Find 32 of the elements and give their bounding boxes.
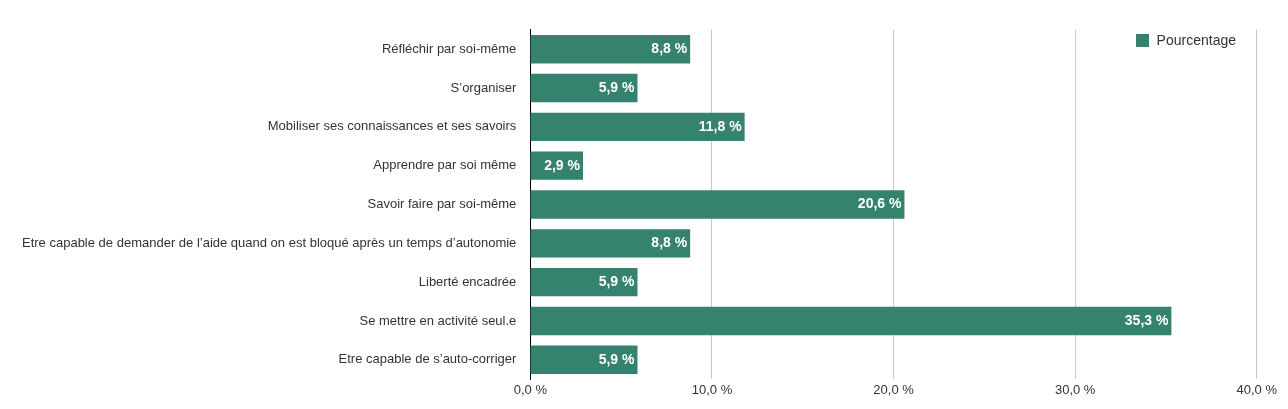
y-tick-label: Apprendre par soi même	[373, 157, 517, 173]
data-label: 2,9 %	[544, 156, 581, 173]
y-tick-label: Mobiliser ses connaissances et ses savoirs	[267, 118, 517, 134]
data-label: 35,3 %	[1124, 311, 1169, 328]
x-tick-label: 30,0 %	[1054, 381, 1096, 397]
y-tick-label: Etre capable de demander de l’aide quand on est bloqué après un temps d’autonomie	[22, 234, 517, 250]
bar	[530, 190, 905, 219]
legend-label: Pourcentage	[1156, 32, 1236, 48]
bar	[530, 112, 745, 142]
data-label: 20,6 %	[857, 195, 902, 212]
bar	[530, 267, 638, 297]
bar	[530, 345, 638, 374]
data-label: 8,8 %	[651, 40, 688, 57]
y-tick-label: Savoir faire par soi-même	[367, 196, 517, 212]
bar	[530, 73, 638, 103]
y-tick-label: Se mettre en activité seul.e	[359, 312, 517, 328]
data-label: 5,9 %	[598, 350, 636, 367]
y-tick-label: S’organiser	[450, 79, 517, 95]
y-tick-label: Liberté encadrée	[418, 273, 517, 289]
data-label: 5,9 %	[598, 273, 636, 289]
x-tick-label: 10,0 %	[691, 381, 733, 397]
bar	[530, 306, 1172, 336]
data-label: 5,9 %	[598, 78, 636, 95]
bar	[530, 229, 691, 258]
data-label: 11,8 %	[698, 117, 743, 134]
x-tick-label: 20,0 %	[873, 381, 915, 397]
y-tick-label: Réfléchir par soi-même	[381, 40, 517, 56]
x-tick-label: 0,0 %	[513, 381, 548, 397]
data-label: 8,8 %	[651, 234, 688, 251]
bar	[530, 35, 691, 64]
x-tick-label: 40,0 %	[1236, 381, 1278, 397]
y-tick-label: Etre capable de s’auto-corriger	[338, 351, 518, 367]
